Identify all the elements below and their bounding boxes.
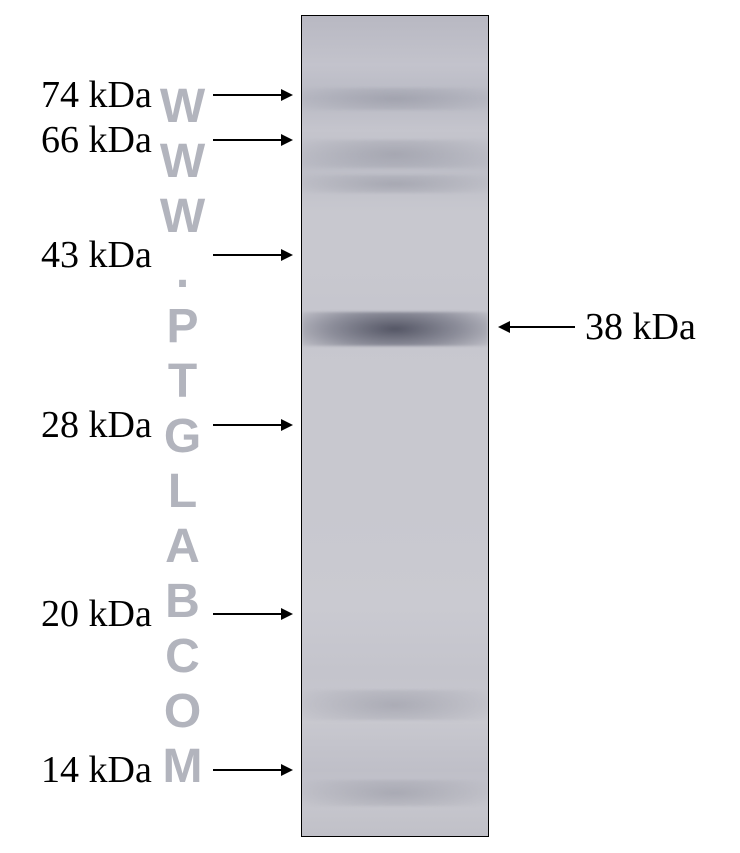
gel-band bbox=[302, 88, 488, 110]
marker-label: 28 kDa bbox=[41, 406, 152, 444]
gel-lane bbox=[302, 16, 488, 836]
marker-arrow-icon bbox=[211, 756, 305, 784]
marker-label: 20 kDa bbox=[41, 595, 152, 633]
gel-band bbox=[302, 690, 488, 720]
marker-label: 74 kDa bbox=[41, 76, 152, 114]
target-band-label: 38 kDa bbox=[585, 308, 696, 346]
marker-label: 66 kDa bbox=[41, 121, 152, 159]
gel-band bbox=[302, 175, 488, 193]
watermark-text: WWW.PTGLABCOM bbox=[158, 80, 206, 795]
marker-arrow-icon bbox=[211, 126, 305, 154]
gel-band bbox=[302, 312, 488, 346]
gel-band bbox=[302, 140, 488, 168]
gel-band bbox=[302, 780, 488, 806]
marker-arrow-icon bbox=[211, 241, 305, 269]
marker-arrow-icon bbox=[211, 600, 305, 628]
marker-label: 43 kDa bbox=[41, 236, 152, 274]
marker-label: 14 kDa bbox=[41, 751, 152, 789]
marker-arrow-icon bbox=[211, 81, 305, 109]
marker-arrow-icon bbox=[211, 411, 305, 439]
target-arrow-icon bbox=[496, 313, 587, 341]
